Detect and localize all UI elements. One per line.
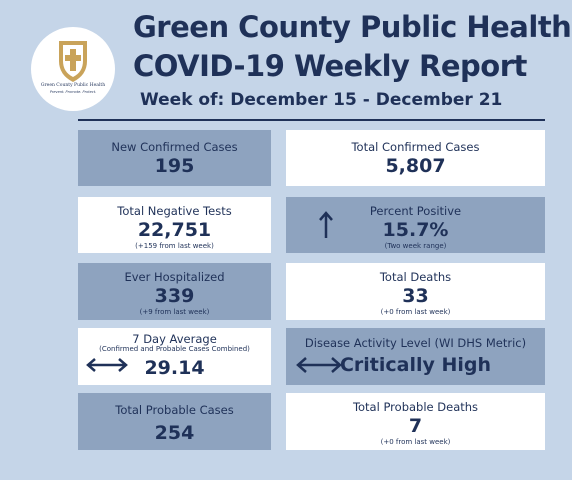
card: Disease Activity Level (WI DHS Metric) Cr… xyxy=(286,328,545,385)
card-label: Percent Positive xyxy=(369,204,462,218)
card-value: 22,751 xyxy=(137,219,212,241)
card-value: 33 xyxy=(402,285,429,307)
card-value: 29.14 xyxy=(144,357,205,379)
title: Green County Public Health xyxy=(133,10,572,44)
card-label: Total Deaths xyxy=(379,270,452,284)
card-label: Ever Hospitalized xyxy=(124,270,225,284)
card-note: (+0 from last week) xyxy=(380,308,451,316)
card-value: 254 xyxy=(154,422,195,444)
logo-tagline: Prevent. Promote. Protect. xyxy=(49,90,97,94)
card-note: (+9 from last week) xyxy=(139,308,210,316)
card-sub: (Confirmed and Probable Cases Combined) xyxy=(99,345,250,353)
card-value: 5,807 xyxy=(385,155,446,177)
title: COVID-19 Weekly Report xyxy=(133,49,527,83)
card-label: Disease Activity Level (WI DHS Metric) xyxy=(304,336,527,350)
card-label: Total Confirmed Cases xyxy=(351,140,480,154)
card-label: Total Probable Deaths xyxy=(352,400,479,414)
card: Percent Positive 15.7% (Two week range) xyxy=(286,197,545,253)
card: Total Probable Cases 254 xyxy=(78,393,271,450)
card: Total Negative Tests 22,751 (+159 from las… xyxy=(78,197,271,253)
card: Total Probable Deaths 7 (+0 from last week… xyxy=(286,393,545,450)
card-note: (+159 from last week) xyxy=(135,242,214,250)
card-value: 7 xyxy=(408,415,423,437)
double-arrow xyxy=(296,357,342,373)
card-label: Total Probable Cases xyxy=(115,403,234,417)
card-label: New Confirmed Cases xyxy=(111,140,238,154)
card-value: 339 xyxy=(154,285,195,307)
logo-name: Green County Public Health xyxy=(40,83,106,88)
divider xyxy=(78,119,545,121)
card-note: (+0 from last week) xyxy=(380,438,451,446)
week: Week of: December 15 - December 21 xyxy=(140,90,503,110)
card: Total Confirmed Cases 5,807 xyxy=(286,130,545,186)
logo-shield xyxy=(59,41,87,82)
card: Ever Hospitalized 339 (+9 from last week) xyxy=(78,263,271,320)
card: New Confirmed Cases 195 xyxy=(78,130,271,186)
card: 7 Day Average (Confirmed and Probable Cas… xyxy=(78,328,271,385)
card-note: (Two week range) xyxy=(384,242,447,250)
card-value: 195 xyxy=(154,155,195,177)
card-label: 7 Day Average xyxy=(132,332,217,346)
card-value: Critically High xyxy=(339,354,492,376)
logo: Green County Public Health Prevent. Prom… xyxy=(31,27,115,111)
card-label: Total Negative Tests xyxy=(117,204,232,218)
card-value: 15.7% xyxy=(382,219,449,241)
up-arrow xyxy=(319,211,333,238)
card: Total Deaths 33 (+0 from last week) xyxy=(286,263,545,320)
double-arrow xyxy=(86,358,128,372)
